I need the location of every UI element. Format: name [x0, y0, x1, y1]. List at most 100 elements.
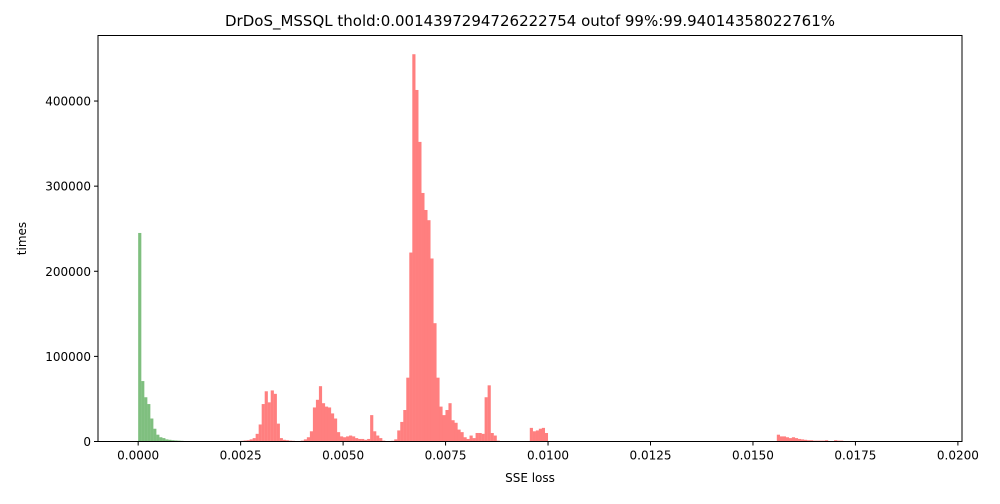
histogram-bar-series-2 — [340, 436, 343, 441]
x-tick-label: 0.0050 — [322, 449, 364, 463]
x-tick-label: 0.0175 — [834, 449, 876, 463]
histogram-bar-series-2 — [271, 390, 274, 441]
x-tick-label: 0.0075 — [425, 449, 467, 463]
histogram-bar-series-2 — [461, 432, 464, 441]
histogram-bar-series-2 — [536, 430, 539, 441]
histogram-bar-series-2 — [400, 422, 403, 442]
histogram-bar-series-2 — [259, 424, 262, 441]
y-tick-label: 400000 — [45, 95, 91, 109]
bars-layer — [138, 54, 855, 441]
histogram-bar-series-2 — [370, 415, 373, 441]
histogram-bar-series-2 — [476, 433, 479, 442]
histogram-bar-series-1 — [162, 438, 165, 441]
histogram-bar-series-2 — [445, 410, 448, 441]
histogram-bar-series-2 — [786, 437, 789, 441]
histogram-bar-series-2 — [256, 434, 259, 442]
histogram-bar-series-2 — [533, 431, 536, 441]
histogram-bar-series-2 — [451, 420, 454, 441]
histogram-bar-series-2 — [792, 437, 795, 441]
histogram-bar-series-2 — [457, 430, 460, 442]
histogram-bar-series-2 — [418, 142, 421, 442]
histogram-bar-series-2 — [780, 436, 783, 441]
histogram-bar-series-1 — [150, 419, 153, 442]
y-tick-label: 300000 — [45, 180, 91, 194]
histogram-bar-series-1 — [159, 437, 162, 441]
histogram-bar-series-2 — [421, 193, 424, 442]
histogram-bar-series-2 — [482, 434, 485, 442]
histogram-bar-series-2 — [265, 391, 268, 441]
histogram-bar-series-2 — [307, 437, 310, 441]
histogram-bar-series-2 — [439, 407, 442, 442]
histogram-bar-series-2 — [313, 407, 316, 441]
histogram-bar-series-2 — [406, 378, 409, 442]
histogram-bar-series-2 — [473, 438, 476, 441]
histogram-bar-series-2 — [430, 259, 433, 442]
histogram-bar-series-2 — [325, 407, 328, 442]
x-axis-ticks: 0.0000 0.0025 0.0050 0.0075 0.0100 0.0125 0.01… — [117, 442, 979, 463]
histogram-bar-series-2 — [373, 431, 376, 441]
histogram-bar-series-2 — [442, 415, 445, 441]
histogram-bar-series-2 — [494, 436, 497, 442]
histogram-bar-series-2 — [539, 429, 542, 442]
x-tick-label: 0.0125 — [630, 449, 672, 463]
histogram-bar-series-2 — [253, 438, 256, 441]
histogram-bar-series-2 — [454, 423, 457, 442]
histogram-bar-series-2 — [485, 397, 488, 441]
chart-title: DrDoS_MSSQL thold:0.0014397294726222754 … — [225, 12, 835, 31]
x-tick-label: 0.0100 — [527, 449, 569, 463]
histogram-bar-series-1 — [147, 404, 150, 441]
histogram-bar-series-2 — [427, 220, 430, 441]
y-tick-label: 0 — [83, 435, 91, 449]
histogram-bar-series-2 — [530, 428, 533, 442]
y-tick-label: 100000 — [45, 350, 91, 364]
histogram-bar-series-2 — [433, 323, 436, 441]
histogram-bar-series-2 — [479, 433, 482, 442]
histogram-bar-series-2 — [349, 436, 352, 442]
histogram-bar-series-2 — [352, 436, 355, 441]
x-tick-label: 0.0150 — [732, 449, 774, 463]
histogram-bar-series-2 — [542, 428, 545, 442]
histogram-bar-series-2 — [280, 438, 283, 441]
histogram-bar-series-2 — [491, 433, 494, 442]
histogram-bar-series-2 — [268, 402, 271, 441]
x-axis-label: SSE loss — [505, 471, 555, 485]
plot-frame — [98, 36, 962, 442]
histogram-bar-series-2 — [355, 438, 358, 441]
x-tick-label: 0.0200 — [937, 449, 979, 463]
histogram-bar-series-1 — [138, 233, 141, 442]
histogram-bar-series-2 — [777, 435, 780, 442]
x-tick-label: 0.0025 — [220, 449, 262, 463]
histogram-bar-series-2 — [436, 378, 439, 442]
histogram-bar-series-1 — [141, 381, 144, 441]
histogram-bar-series-2 — [277, 424, 280, 442]
histogram-bar-series-2 — [337, 432, 340, 441]
histogram-bar-series-2 — [274, 394, 277, 442]
histogram-bar-series-2 — [783, 436, 786, 441]
x-tick-label: 0.0000 — [117, 449, 159, 463]
histogram-bar-series-2 — [331, 413, 334, 441]
histogram-bar-series-2 — [415, 90, 418, 442]
histogram-bar-series-2 — [488, 385, 491, 441]
histogram-bar-series-2 — [412, 54, 415, 441]
histogram-bar-series-2 — [262, 404, 265, 441]
y-tick-label: 200000 — [45, 265, 91, 279]
histogram-bar-series-2 — [310, 431, 313, 441]
histogram-bar-series-1 — [144, 397, 147, 441]
histogram-bar-series-2 — [334, 419, 337, 442]
histogram-bar-series-2 — [795, 438, 798, 441]
histogram-bar-series-2 — [379, 438, 382, 441]
histogram-bar-series-2 — [343, 437, 346, 441]
y-axis-label: times — [15, 222, 29, 255]
histogram-bar-series-1 — [156, 435, 159, 442]
histogram-bar-series-2 — [346, 436, 349, 441]
histogram-bar-series-2 — [789, 438, 792, 441]
histogram-bar-series-2 — [424, 210, 427, 442]
histogram-bar-series-2 — [319, 386, 322, 441]
histogram-bar-series-2 — [397, 430, 400, 441]
histogram-bar-series-2 — [322, 403, 325, 441]
histogram-bar-series-1 — [153, 429, 156, 442]
histogram-bar-series-2 — [545, 433, 548, 442]
histogram-bar-series-2 — [403, 410, 406, 441]
